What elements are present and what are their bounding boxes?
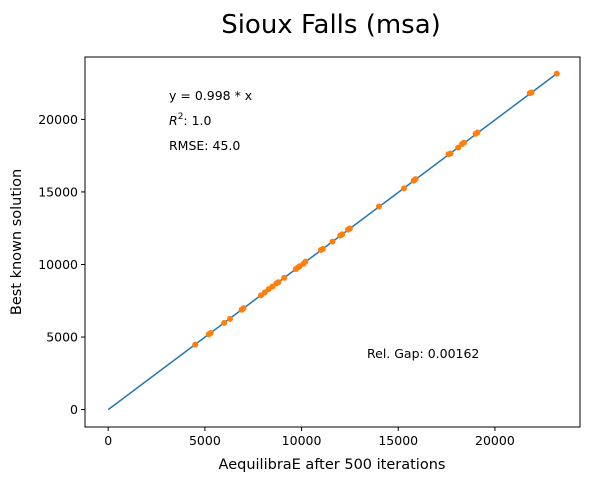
data-point: [455, 144, 462, 151]
data-point: [346, 225, 353, 232]
y-axis-label: Best known solution: [9, 169, 25, 315]
r2-symbol: R: [169, 113, 178, 128]
chart-title: Sioux Falls (msa): [221, 10, 441, 40]
r2-superscript: 2: [178, 112, 184, 122]
data-point: [302, 258, 309, 265]
data-point: [227, 315, 234, 322]
data-point: [329, 238, 336, 245]
y-tick-label: 0: [70, 402, 78, 417]
x-tick-label: 10000: [282, 433, 322, 448]
data-point: [474, 129, 481, 136]
rel-gap-annotation: Rel. Gap: 0.00162: [367, 346, 479, 361]
data-point: [221, 319, 228, 326]
data-point: [275, 279, 282, 286]
data-point: [375, 203, 382, 210]
y-tick-label: 5000: [46, 330, 78, 345]
y-tick-label: 10000: [38, 257, 78, 272]
data-point: [401, 185, 408, 192]
r2-annotation: R2: 1.0: [169, 112, 212, 128]
plot-content: [107, 70, 560, 411]
y-tick-label: 20000: [38, 112, 78, 127]
axis-ticks: 0 5000 10000 15000 20000 0 5000 10000 15000 20000: [38, 112, 515, 448]
data-point: [192, 341, 199, 348]
x-tick-label: 15000: [378, 433, 418, 448]
data-point: [319, 245, 326, 252]
r2-value: : 1.0: [183, 113, 211, 128]
data-point: [553, 70, 560, 77]
data-point: [281, 274, 288, 281]
data-point: [447, 150, 454, 157]
axes-frame: [84, 56, 581, 428]
data-point: [528, 89, 535, 96]
data-point: [412, 176, 419, 183]
x-axis-label: AequilibraE after 500 iterations: [219, 457, 446, 473]
data-point: [240, 305, 247, 312]
x-tick-label: 0: [104, 433, 112, 448]
equation-annotation: y = 0.998 * x: [169, 88, 252, 103]
data-point: [207, 329, 214, 336]
data-point: [460, 139, 467, 146]
y-tick-label: 15000: [38, 184, 78, 199]
x-tick-label: 5000: [189, 433, 221, 448]
rmse-annotation: RMSE: 45.0: [169, 138, 240, 153]
data-point: [339, 231, 346, 238]
x-tick-label: 20000: [475, 433, 515, 448]
